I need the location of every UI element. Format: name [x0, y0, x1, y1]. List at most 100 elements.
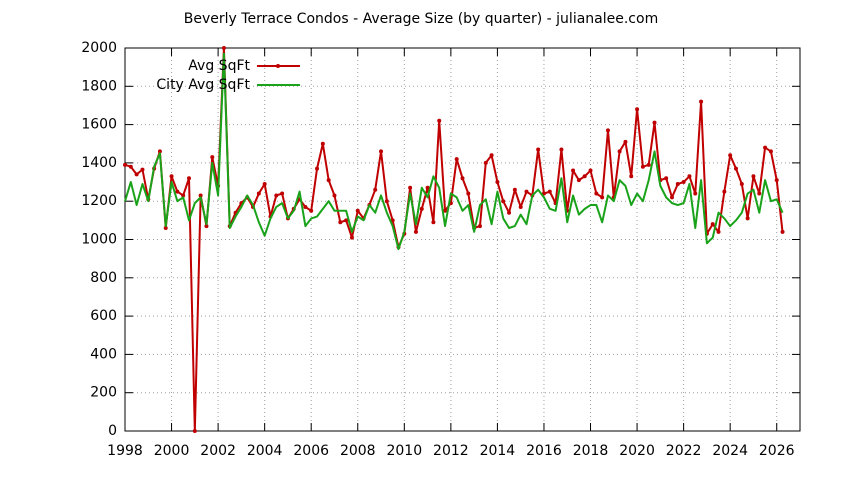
point-marker	[210, 155, 215, 160]
point-marker	[629, 174, 634, 179]
x-tick-label: 2024	[712, 443, 748, 459]
point-marker	[582, 174, 587, 179]
point-marker	[460, 176, 465, 181]
point-marker	[617, 149, 622, 154]
point-marker	[716, 229, 721, 234]
point-marker	[384, 199, 389, 204]
point-marker	[169, 174, 174, 179]
point-marker	[745, 216, 750, 221]
point-marker	[262, 181, 267, 186]
legend-marker	[276, 64, 280, 68]
point-marker	[338, 220, 343, 225]
x-tick-label: 2004	[247, 443, 283, 459]
chart-title: Beverly Terrace Condos - Average Size (b…	[184, 11, 658, 27]
point-marker	[780, 229, 785, 234]
x-tick-label: 2012	[433, 443, 469, 459]
y-tick-label: 200	[90, 385, 117, 401]
point-marker	[419, 206, 424, 211]
point-marker	[344, 218, 349, 223]
point-marker	[437, 118, 442, 123]
point-marker	[332, 193, 337, 198]
y-tick-label: 2000	[81, 40, 117, 56]
point-marker	[751, 174, 756, 179]
point-marker	[733, 166, 738, 171]
x-tick-label: 2006	[293, 443, 329, 459]
x-tick-label: 2014	[480, 443, 516, 459]
point-marker	[623, 139, 628, 144]
point-marker	[315, 166, 320, 171]
point-marker	[454, 157, 459, 162]
point-marker	[181, 193, 186, 198]
point-marker	[728, 153, 733, 158]
point-marker	[280, 191, 285, 196]
point-marker	[518, 204, 523, 209]
point-marker	[512, 187, 517, 192]
point-marker	[163, 226, 168, 231]
point-marker	[204, 224, 209, 229]
series-line	[124, 47, 784, 432]
point-marker	[763, 145, 768, 150]
point-marker	[140, 167, 145, 172]
x-tick-label: 2026	[759, 443, 795, 459]
legend-label: City Avg SqFt	[156, 77, 250, 93]
point-marker	[640, 164, 645, 169]
point-marker	[309, 208, 314, 213]
point-marker	[501, 199, 506, 204]
point-marker	[576, 178, 581, 183]
point-marker	[443, 208, 448, 213]
y-tick-label: 1800	[81, 78, 117, 94]
y-tick-label: 400	[90, 346, 117, 362]
y-tick-label: 1400	[81, 155, 117, 171]
point-marker	[128, 164, 133, 169]
point-marker	[757, 191, 762, 196]
x-tick-label: 2020	[619, 443, 655, 459]
x-tick-label: 2002	[200, 443, 236, 459]
x-tick-label: 2016	[526, 443, 562, 459]
point-marker	[646, 162, 651, 167]
point-marker	[675, 181, 680, 186]
x-tick-label: 2022	[666, 443, 702, 459]
y-tick-label: 0	[108, 423, 117, 439]
point-marker	[431, 220, 436, 225]
point-marker	[600, 195, 605, 200]
point-marker	[221, 46, 226, 50]
point-marker	[466, 191, 471, 196]
point-marker	[652, 120, 657, 125]
point-marker	[477, 224, 482, 229]
point-marker	[536, 147, 541, 152]
point-marker	[192, 429, 197, 433]
point-marker	[379, 149, 384, 154]
x-tick-label: 2008	[340, 443, 376, 459]
plot-border	[124, 47, 801, 432]
point-marker	[256, 191, 261, 196]
point-marker	[635, 107, 640, 112]
point-marker	[681, 180, 686, 185]
legend-label: Avg SqFt	[188, 58, 250, 74]
y-tick-label: 1000	[81, 232, 117, 248]
point-marker	[710, 222, 715, 227]
point-marker	[664, 176, 669, 181]
point-marker	[588, 168, 593, 173]
point-marker	[187, 176, 192, 181]
point-marker	[547, 189, 552, 194]
point-marker	[699, 99, 704, 104]
point-marker	[722, 189, 727, 194]
point-marker	[594, 191, 599, 196]
point-marker	[157, 149, 162, 154]
point-marker	[274, 193, 279, 198]
point-marker	[483, 160, 488, 165]
point-marker	[303, 204, 308, 209]
point-marker	[373, 187, 378, 192]
point-marker	[413, 229, 418, 234]
point-marker	[524, 189, 529, 194]
point-marker	[349, 235, 354, 240]
point-marker	[495, 180, 500, 185]
y-tick-label: 600	[90, 308, 117, 324]
point-marker	[123, 162, 127, 167]
point-marker	[559, 147, 564, 152]
point-marker	[687, 174, 692, 179]
point-marker	[408, 185, 413, 190]
point-marker	[571, 168, 576, 173]
point-marker	[739, 181, 744, 186]
point-marker	[669, 195, 674, 200]
